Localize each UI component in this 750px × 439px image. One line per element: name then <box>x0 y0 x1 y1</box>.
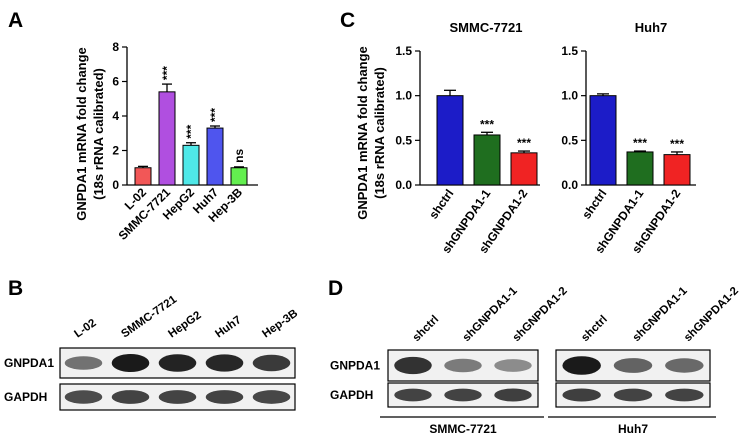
blot-d-row-label: GNPDA1 <box>330 359 380 373</box>
c2-bar-2 <box>663 154 691 186</box>
c2-ytick-label: 0.0 <box>561 178 578 192</box>
chart-c-smmc7721: 0.00.51.01.5shctrl***shGNPDA1-1***shGNPD… <box>355 20 540 256</box>
c1-bar-0 <box>436 95 464 186</box>
panel-letter-d: D <box>328 277 343 300</box>
c2-bar-1 <box>626 151 654 186</box>
panel-letter-c: C <box>340 9 355 32</box>
blot-d-lane-label: shctrl <box>411 313 442 344</box>
c1-title: SMMC-7721 <box>450 20 523 35</box>
a-ytick-label: 6 <box>112 75 119 89</box>
c1-significance: *** <box>480 117 494 131</box>
c1-bar-2 <box>510 152 538 186</box>
blot-d-group-label: Huh7 <box>618 422 648 436</box>
chart-a: 02468L-02***SMMC-7721***HepG2***Huh7nsHe… <box>74 40 258 243</box>
western-blot-d: shctrl shGNPDA1-1shGNPDA1-2SMMC-7721shctr… <box>330 285 741 436</box>
a-significance: *** <box>208 108 222 122</box>
blot-b-band <box>252 390 291 404</box>
c1-ytick-label: 1.0 <box>395 89 412 103</box>
blot-d-band <box>613 358 653 373</box>
c2-bar-0 <box>589 95 617 186</box>
blot-d-band <box>562 388 601 402</box>
a-ytick-label: 4 <box>112 109 119 123</box>
c1-significance: *** <box>517 136 531 150</box>
blot-d-band <box>494 359 532 372</box>
panel-letter-a: A <box>8 9 23 32</box>
blot-b-band <box>111 390 150 404</box>
blot-b-band <box>252 354 291 372</box>
a-ytick-label: 8 <box>112 40 119 54</box>
a-bar-1 <box>158 91 176 186</box>
a-ytick-label: 2 <box>112 144 119 158</box>
blot-b-band <box>205 354 244 372</box>
blot-b-band <box>158 354 197 372</box>
c2-significance: *** <box>670 137 684 151</box>
a-significance: ns <box>232 149 246 163</box>
blot-d-band <box>394 356 432 375</box>
blot-d-band <box>394 388 432 402</box>
blot-d-lane-label: shctrl <box>579 313 610 344</box>
blot-d-band <box>444 358 482 373</box>
blot-d-lane-label: shGNPDA1-2 <box>511 285 570 344</box>
blot-b-row-label: GAPDH <box>4 390 47 404</box>
blot-d-band <box>665 358 704 373</box>
c1-ytick-label: 0.0 <box>395 178 412 192</box>
blot-b-band <box>64 390 103 404</box>
blot-b-lane-label: L-02 <box>72 317 98 340</box>
a-ytick-label: 0 <box>112 178 119 192</box>
blot-b-band <box>205 390 244 404</box>
blot-b-lane-label: HepG2 <box>166 309 203 340</box>
c1-y-axis-label: GNPDA1 mRNA fold change (18s rRNA calibra… <box>355 46 387 220</box>
c2-ytick-label: 1.5 <box>561 44 578 58</box>
c1-y-axis-label-line: GNPDA1 mRNA fold change <box>355 46 370 220</box>
panel-letter-b: B <box>8 277 23 300</box>
blot-d-band <box>444 388 482 402</box>
blot-b-band <box>158 390 197 404</box>
c1-ytick-label: 0.5 <box>395 133 412 147</box>
c1-category-label: shctrl <box>426 187 456 222</box>
blot-d-lane-label: shGNPDA1-2 <box>682 285 741 344</box>
c2-ytick-label: 1.0 <box>561 89 578 103</box>
a-bar-3 <box>206 127 224 186</box>
blot-b-band <box>111 354 150 372</box>
blot-d-band <box>494 388 532 402</box>
a-y-axis-label-line: (18s rRNA calibrated) <box>91 68 106 200</box>
blot-b-lane-label: Huh7 <box>213 314 243 340</box>
a-bar-2 <box>182 144 200 186</box>
c2-significance: *** <box>633 136 647 150</box>
blot-d-row-label: GAPDH <box>330 388 373 402</box>
blot-b-lane-label: Hep-3B <box>260 308 300 341</box>
a-y-axis-label-line: GNPDA1 mRNA fold change <box>74 47 89 221</box>
c2-ytick-label: 0.5 <box>561 133 578 147</box>
blot-b-row-label: GNPDA1 <box>4 356 54 370</box>
a-significance: *** <box>184 124 198 138</box>
blot-d-band <box>613 388 653 402</box>
blot-d-band <box>665 388 704 402</box>
a-significance: *** <box>160 66 174 80</box>
a-bar-4 <box>230 167 248 186</box>
c2-title: Huh7 <box>635 20 668 35</box>
blot-b-band <box>64 356 103 370</box>
blot-d-group-label: SMMC-7721 <box>429 422 497 436</box>
c1-ytick-label: 1.5 <box>395 44 412 58</box>
c2-category-label: shctrl <box>579 187 609 222</box>
c1-y-axis-label-line: (18s rRNA calibrated) <box>372 67 387 199</box>
chart-c-huh7: 0.00.51.01.5shctrl***shGNPDA1-1***shGNPD… <box>561 20 696 256</box>
a-bar-0 <box>134 167 152 186</box>
a-y-axis-label: GNPDA1 mRNA fold change (18s rRNA calibra… <box>74 47 106 221</box>
blot-d-band <box>562 356 601 375</box>
c1-bar-1 <box>473 134 501 186</box>
